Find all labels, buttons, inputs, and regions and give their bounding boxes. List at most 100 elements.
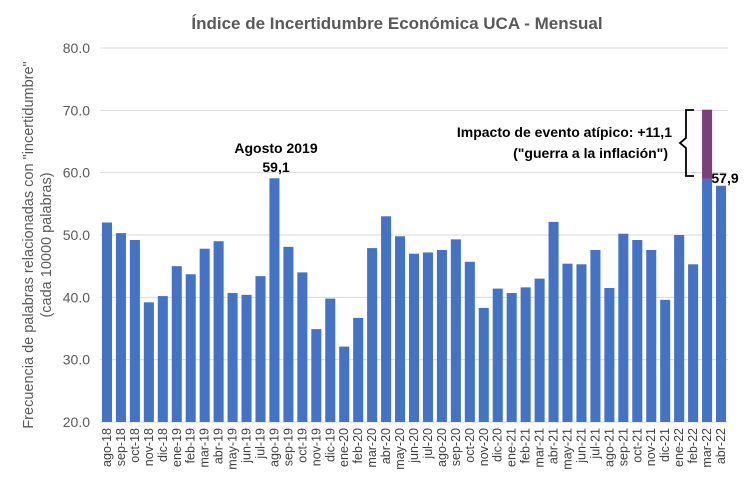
bar-jul-21 [590,249,601,422]
bar-oct-20 [464,261,475,422]
x-tick-label: jul-20 [421,428,435,460]
bar-jul-20 [422,252,433,422]
x-tick-label: sep-20 [449,428,463,466]
x-tick-label: oct-20 [463,428,477,463]
bar-abr-20 [381,216,392,422]
x-tick-label: abr-21 [547,428,561,464]
bar-may-21 [562,263,573,422]
x-tick-label: nov-21 [644,428,658,466]
bar-ago-18 [101,222,113,422]
x-tick-label: mar-21 [533,428,547,468]
x-tick-label: feb-19 [184,428,198,463]
bar-sep-19 [283,246,294,422]
bar-dic-20 [492,288,503,422]
x-tick-label: oct-18 [128,428,142,463]
y-tick-label: 50.0 [63,227,90,243]
x-tick-label: nov-19 [309,428,323,466]
bar-atypical-mar-22 [702,109,713,179]
bar-jun-20 [408,253,420,422]
last-value-annotation: 57,9 [711,170,738,186]
bar-nov-21 [646,249,657,422]
bar-abr-22 [715,185,727,422]
bar-feb-22 [688,264,699,422]
peak-annotation-label: Agosto 2019 [234,140,317,156]
x-tick-label: nov-20 [477,428,491,466]
x-tick-label: jun-20 [407,428,421,464]
bar-jun-21 [576,264,587,422]
bar-mar-19 [199,248,210,422]
bar-oct-19 [297,272,308,422]
x-tick-label: dic-21 [658,428,672,462]
bar-nov-19 [311,329,322,422]
x-tick-label: ene-19 [170,428,184,467]
y-tick-label: 60.0 [63,165,90,181]
x-tick-label: sep-21 [616,428,630,466]
bar-abr-19 [213,241,224,422]
y-axis-label: Frecuencia de palabras relacionadas con … [21,61,55,428]
y-axis-label-line1: Frecuencia de palabras relacionadas con … [21,61,37,428]
bar-abr-21 [548,221,559,422]
bar-oct-18 [129,239,140,422]
x-tick-label: abr-22 [714,428,728,464]
bar-feb-19 [185,274,196,422]
x-tick-label: jun-21 [574,428,588,464]
y-tick-label: 70.0 [63,102,90,118]
peak-annotation-value: 59,1 [262,159,289,175]
bar-ene-20 [339,346,350,422]
x-tick-label: dic-19 [323,428,337,462]
atypical-annotation-line2: ("guerra a la inflación") [513,145,668,161]
bar-sep-21 [618,233,629,422]
x-tick-label: ene-20 [337,428,351,467]
x-tick-label: oct-19 [295,428,309,463]
x-tick-label: jul-19 [253,428,267,460]
x-tick-label: jul-21 [588,428,602,460]
bar-mar-22 [702,178,713,422]
bar-oct-21 [632,239,643,422]
bar-dic-18 [157,296,168,422]
x-tick-label: feb-21 [519,428,533,463]
bar-sep-20 [450,239,461,422]
bar-ene-22 [674,235,685,422]
atypical-brace [678,109,694,177]
bar-ene-21 [506,292,517,422]
y-tick-label: 80.0 [63,40,90,56]
bar-jul-19 [255,276,266,422]
x-tick-label: ago-18 [100,428,114,467]
x-tick-label: abr-19 [212,428,226,464]
y-tick-label: 40.0 [63,289,90,305]
bar-jun-19 [241,294,252,422]
x-tick-label: ene-21 [505,428,519,467]
x-tick-label: feb-22 [686,428,700,463]
x-tick-label: may-20 [393,428,407,470]
x-tick-label: ago-19 [267,428,281,467]
x-tick-label: mar-22 [700,428,714,468]
x-tick-label: ago-20 [435,428,449,467]
x-tick-label: nov-18 [142,428,156,466]
bar-sep-18 [115,233,126,422]
bar-may-19 [227,292,238,422]
x-tick-label: ago-21 [602,428,616,467]
bar-nov-20 [478,307,489,422]
x-tick-label: sep-18 [114,428,128,466]
x-axis-ticks: ago-18 sep-18 oct-18 nov-18 dic-18 ene-19 feb-… [100,428,728,470]
y-axis-ticks: 20.0 30.0 40.0 50.0 60.0 70.0 80.0 [63,40,90,430]
bar-may-20 [395,236,406,422]
y-axis-label-line2: (cada 10000 palabras) [39,172,55,317]
bar-mar-20 [367,248,378,422]
bar-feb-20 [353,317,364,422]
x-tick-label: dic-18 [156,428,170,462]
x-tick-label: mar-20 [365,428,379,468]
bar-ago-20 [436,249,447,422]
y-tick-label: 30.0 [63,352,90,368]
y-tick-label: 20.0 [63,414,90,430]
x-tick-label: ene-22 [672,428,686,467]
x-tick-label: dic-20 [491,428,505,462]
bar-nov-18 [143,302,154,422]
bar-ene-19 [171,266,182,422]
bar-ago-21 [604,287,615,422]
x-tick-label: sep-19 [281,428,295,466]
bar-dic-21 [660,299,671,422]
bar-ago-19 [269,178,280,422]
x-tick-label: oct-21 [630,428,644,463]
